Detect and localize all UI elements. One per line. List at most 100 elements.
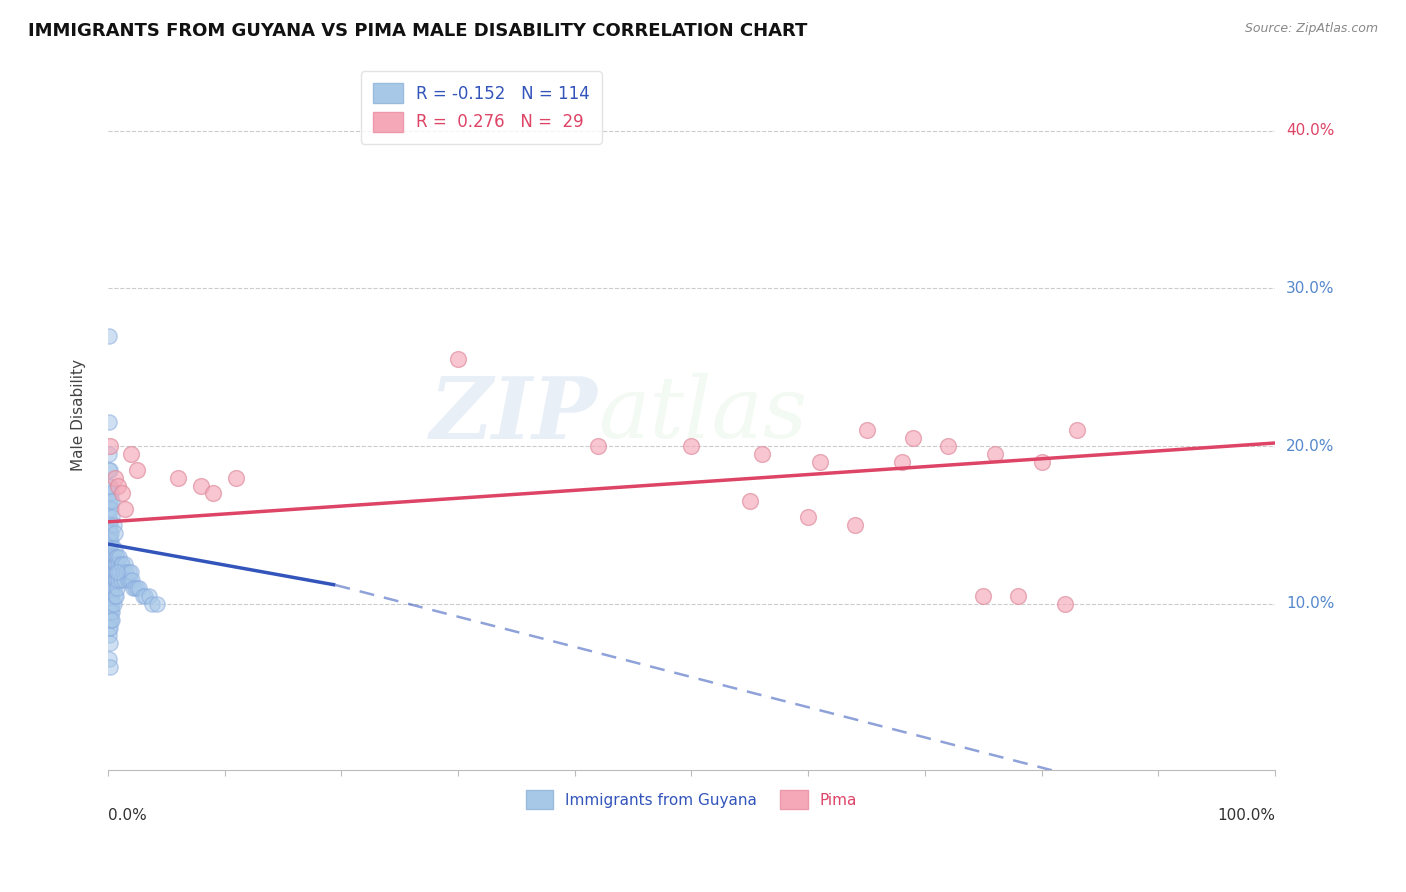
Point — [97, 518, 120, 533]
Point — [122, 581, 145, 595]
Point — [100, 574, 122, 588]
Point — [100, 613, 122, 627]
Point — [97, 486, 120, 500]
Point — [114, 558, 136, 572]
Point — [1007, 589, 1029, 603]
Point — [108, 549, 131, 564]
Point — [98, 660, 121, 674]
Point — [98, 566, 121, 580]
Point — [855, 423, 877, 437]
Point — [118, 574, 141, 588]
Text: 100.0%: 100.0% — [1218, 808, 1275, 823]
Point — [104, 558, 127, 572]
Point — [101, 549, 124, 564]
Point — [98, 621, 121, 635]
Point — [98, 581, 121, 595]
Point — [100, 605, 122, 619]
Point — [97, 558, 120, 572]
Point — [97, 589, 120, 603]
Point — [101, 566, 124, 580]
Point — [120, 566, 142, 580]
Point — [97, 416, 120, 430]
Y-axis label: Male Disability: Male Disability — [72, 359, 86, 471]
Point — [98, 541, 121, 556]
Point — [738, 494, 761, 508]
Point — [104, 589, 127, 603]
Point — [98, 533, 121, 548]
Point — [447, 352, 470, 367]
Point — [97, 463, 120, 477]
Point — [120, 447, 142, 461]
Point — [132, 589, 155, 603]
Point — [105, 566, 128, 580]
Point — [98, 463, 121, 477]
Point — [97, 502, 120, 516]
Point — [111, 566, 134, 580]
Point — [100, 502, 122, 516]
Point — [104, 471, 127, 485]
Point — [101, 574, 124, 588]
Point — [1031, 455, 1053, 469]
Point — [97, 541, 120, 556]
Point — [972, 589, 994, 603]
Point — [101, 510, 124, 524]
Point — [108, 566, 131, 580]
Point — [121, 574, 143, 588]
Point — [103, 518, 125, 533]
Point — [201, 486, 224, 500]
Point — [124, 581, 146, 595]
Point — [97, 613, 120, 627]
Point — [101, 613, 124, 627]
Point — [125, 581, 148, 595]
Text: 20.0%: 20.0% — [1286, 439, 1334, 454]
Point — [103, 566, 125, 580]
Text: 40.0%: 40.0% — [1286, 123, 1334, 138]
Point — [97, 447, 120, 461]
Point — [1053, 597, 1076, 611]
Point — [101, 494, 124, 508]
Point — [117, 574, 139, 588]
Point — [107, 478, 129, 492]
Point — [97, 525, 120, 540]
Point — [936, 439, 959, 453]
Point — [105, 581, 128, 595]
Point — [98, 525, 121, 540]
Point — [97, 628, 120, 642]
Point — [104, 541, 127, 556]
Point — [797, 510, 820, 524]
Point — [115, 566, 138, 580]
Point — [97, 621, 120, 635]
Point — [107, 574, 129, 588]
Point — [98, 613, 121, 627]
Text: 10.0%: 10.0% — [1286, 597, 1334, 611]
Point — [97, 581, 120, 595]
Point — [114, 502, 136, 516]
Point — [1066, 423, 1088, 437]
Point — [103, 549, 125, 564]
Point — [100, 566, 122, 580]
Point — [111, 486, 134, 500]
Point — [104, 574, 127, 588]
Point — [98, 605, 121, 619]
Point — [97, 605, 120, 619]
Point — [118, 566, 141, 580]
Point — [103, 581, 125, 595]
Point — [103, 558, 125, 572]
Point — [97, 574, 120, 588]
Point — [97, 652, 120, 666]
Point — [138, 589, 160, 603]
Point — [97, 549, 120, 564]
Point — [100, 525, 122, 540]
Point — [890, 455, 912, 469]
Point — [844, 518, 866, 533]
Text: IMMIGRANTS FROM GUYANA VS PIMA MALE DISABILITY CORRELATION CHART: IMMIGRANTS FROM GUYANA VS PIMA MALE DISA… — [28, 22, 807, 40]
Point — [98, 574, 121, 588]
Point — [100, 486, 122, 500]
Point — [110, 558, 132, 572]
Point — [98, 636, 121, 650]
Point — [98, 439, 121, 453]
Point — [97, 510, 120, 524]
Point — [101, 597, 124, 611]
Point — [112, 574, 135, 588]
Point — [104, 549, 127, 564]
